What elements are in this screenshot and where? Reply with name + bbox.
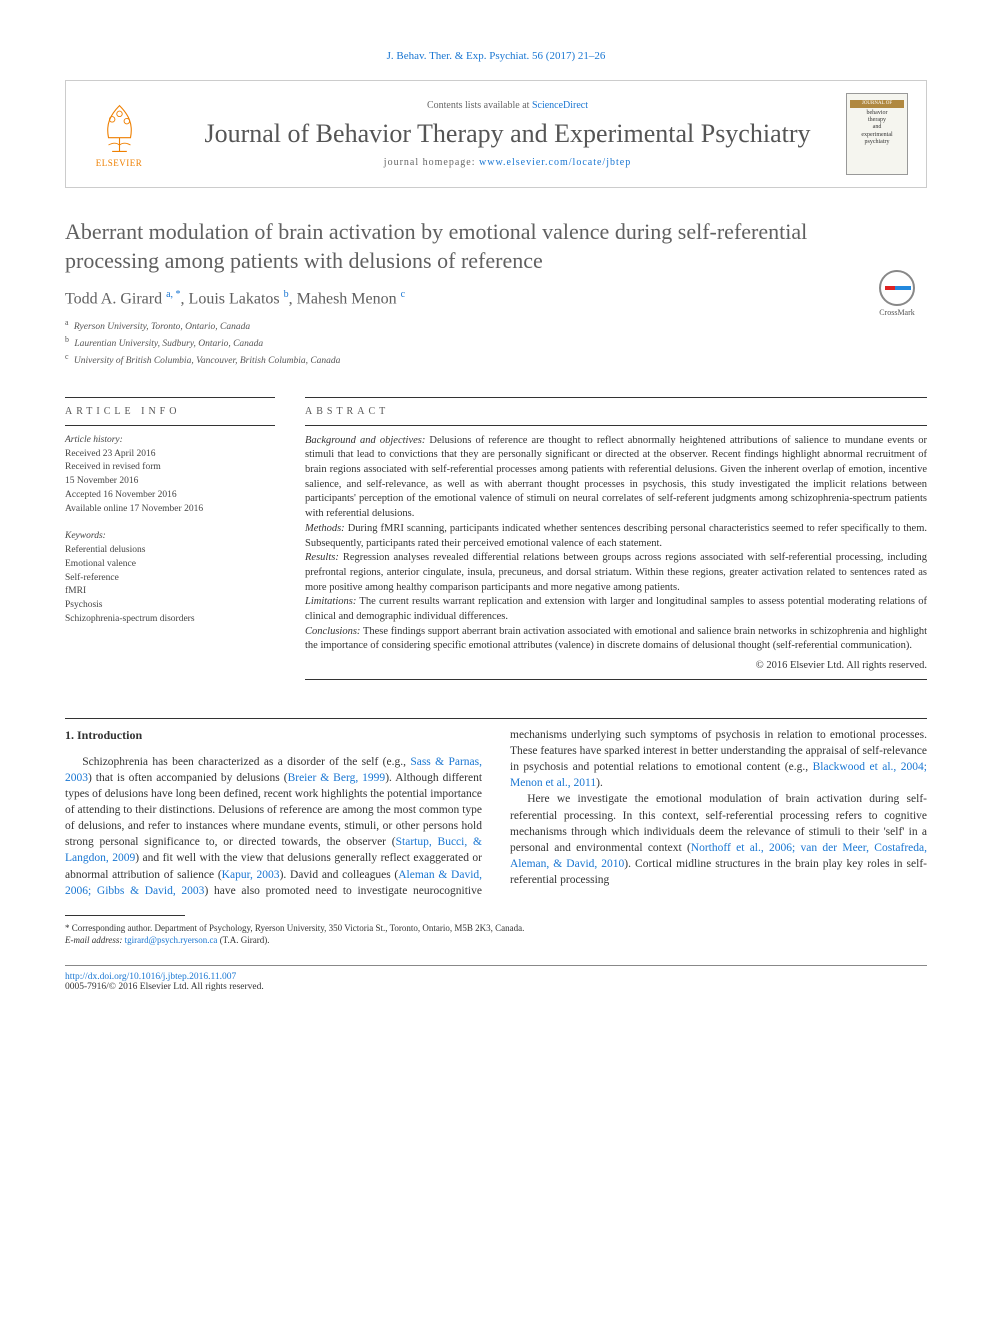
header-center: Contents lists available at ScienceDirec… xyxy=(169,100,846,168)
abstract: abstract Background and objectives: Delu… xyxy=(305,389,927,688)
keyword: Schizophrenia-spectrum disorders xyxy=(65,613,275,627)
corresponding-author: * Corresponding author. Department of Ps… xyxy=(65,922,927,935)
footnotes: * Corresponding author. Department of Ps… xyxy=(65,922,927,947)
keyword: Referential delusions xyxy=(65,544,275,558)
article-info-body: Article history: Received 23 April 2016R… xyxy=(65,434,275,627)
contents-prefix: Contents lists available at xyxy=(427,100,532,111)
keywords-label: Keywords: xyxy=(65,530,275,544)
email-line: E-mail address: tgirard@psych.ryerson.ca… xyxy=(65,934,927,947)
history-label: Article history: xyxy=(65,434,275,448)
citation-link[interactable]: Breier & Berg, 1999 xyxy=(288,772,386,784)
abstract-section-text: During fMRI scanning, participants indic… xyxy=(305,523,927,549)
citation-top: J. Behav. Ther. & Exp. Psychiat. 56 (201… xyxy=(65,50,927,62)
crossmark-icon xyxy=(879,270,915,306)
crossmark-label: CrossMark xyxy=(867,308,927,317)
abstract-section-label: Results: xyxy=(305,552,339,563)
body-paragraph: Here we investigate the emotional modula… xyxy=(510,791,927,888)
elsevier-logo: ELSEVIER xyxy=(84,97,154,172)
affiliation: a Ryerson University, Toronto, Ontario, … xyxy=(65,317,927,334)
history-line: Accepted 16 November 2016 xyxy=(65,489,275,503)
doi-link[interactable]: http://dx.doi.org/10.1016/j.jbtep.2016.1… xyxy=(65,972,236,982)
homepage-link[interactable]: www.elsevier.com/locate/jbtep xyxy=(479,157,631,168)
history-line: Received in revised form xyxy=(65,461,275,475)
footnote-separator xyxy=(65,915,185,916)
keyword: fMRI xyxy=(65,585,275,599)
citation-link[interactable]: Kapur, 2003 xyxy=(222,869,280,881)
crossmark-badge[interactable]: CrossMark xyxy=(867,270,927,317)
history-line: Received 23 April 2016 xyxy=(65,448,275,462)
elsevier-label: ELSEVIER xyxy=(96,158,143,168)
abstract-section-label: Background and objectives: xyxy=(305,435,425,446)
abstract-label: abstract xyxy=(305,406,927,417)
info-abstract-row: article info Article history: Received 2… xyxy=(65,389,927,688)
section-heading: 1. Introduction xyxy=(65,727,482,744)
article-title: Aberrant modulation of brain activation … xyxy=(65,218,927,275)
affiliation: c University of British Columbia, Vancou… xyxy=(65,351,927,368)
journal-header: ELSEVIER Contents lists available at Sci… xyxy=(65,80,927,188)
abstract-body: Background and objectives: Delusions of … xyxy=(305,434,927,654)
journal-cover-thumb: JOURNAL OF behavior therapy and experime… xyxy=(846,93,908,175)
abstract-section-label: Methods: xyxy=(305,523,345,534)
abstract-copyright: © 2016 Elsevier Ltd. All rights reserved… xyxy=(305,660,927,671)
sciencedirect-link[interactable]: ScienceDirect xyxy=(532,100,588,111)
email-link[interactable]: tgirard@psych.ryerson.ca xyxy=(125,935,218,945)
article-info: article info Article history: Received 2… xyxy=(65,389,275,688)
history-line: Available online 17 November 2016 xyxy=(65,503,275,517)
history-line: 15 November 2016 xyxy=(65,475,275,489)
keyword: Psychosis xyxy=(65,599,275,613)
affiliations: a Ryerson University, Toronto, Ontario, … xyxy=(65,317,927,369)
abstract-section-text: Regression analyses revealed differentia… xyxy=(305,552,927,592)
homepage-line: journal homepage: www.elsevier.com/locat… xyxy=(169,157,846,168)
keyword: Emotional valence xyxy=(65,558,275,572)
homepage-prefix: journal homepage: xyxy=(384,157,479,168)
affiliation: b Laurentian University, Sudbury, Ontari… xyxy=(65,334,927,351)
abstract-section-text: The current results warrant replication … xyxy=(305,596,927,622)
page: J. Behav. Ther. & Exp. Psychiat. 56 (201… xyxy=(0,0,992,1032)
body-text: 1. Introduction Schizophrenia has been c… xyxy=(65,727,927,899)
abstract-section-text: These findings support aberrant brain ac… xyxy=(305,626,927,652)
bottom-bar: http://dx.doi.org/10.1016/j.jbtep.2016.1… xyxy=(65,965,927,992)
elsevier-tree-icon xyxy=(92,101,147,156)
keyword: Self-reference xyxy=(65,572,275,586)
issn-copyright: 0005-7916/© 2016 Elsevier Ltd. All right… xyxy=(65,982,927,992)
abstract-section-text: Delusions of reference are thought to re… xyxy=(305,435,927,519)
abstract-section-label: Conclusions: xyxy=(305,626,360,637)
abstract-section-label: Limitations: xyxy=(305,596,356,607)
contents-line: Contents lists available at ScienceDirec… xyxy=(169,100,846,111)
journal-name: Journal of Behavior Therapy and Experime… xyxy=(169,119,846,149)
article-info-label: article info xyxy=(65,406,275,417)
authors: Todd A. Girard a, *, Louis Lakatos b, Ma… xyxy=(65,289,927,308)
